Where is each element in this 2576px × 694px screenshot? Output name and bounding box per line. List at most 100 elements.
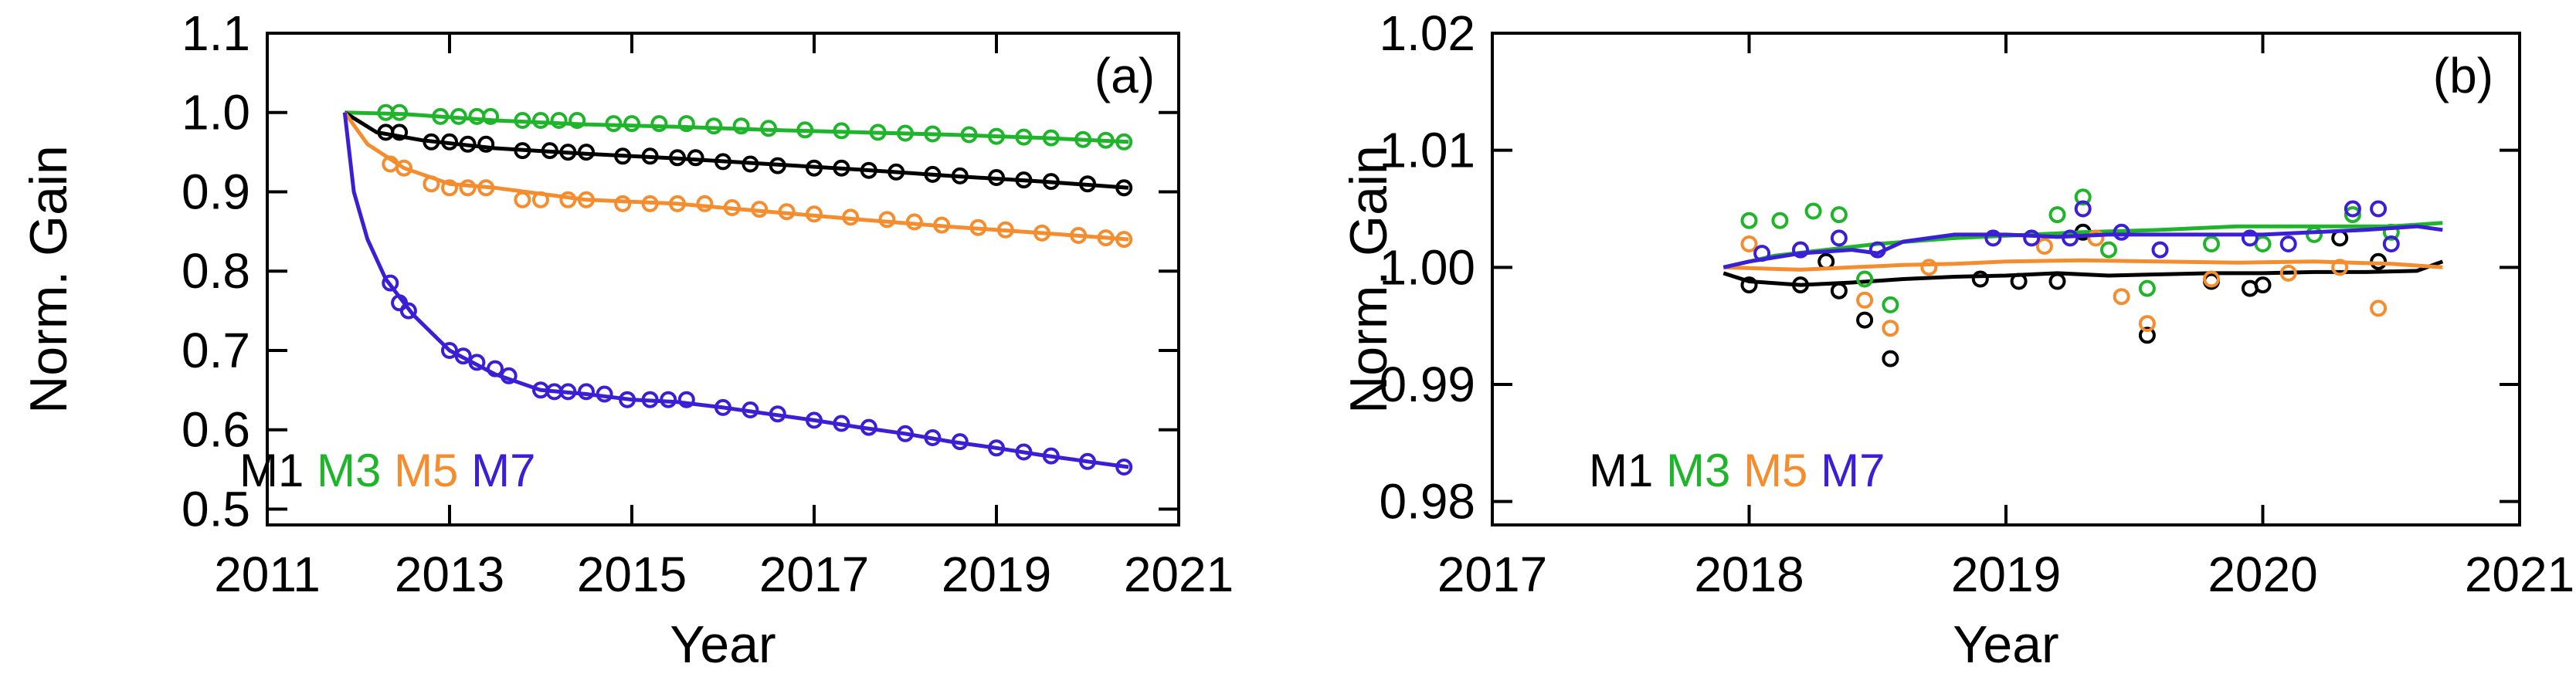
panel-a-series-m5-point xyxy=(559,191,577,208)
panel-b-series-m7-point xyxy=(1753,245,1771,262)
panel-a-series-m7-point xyxy=(833,415,850,432)
panel-b-series-m5-point xyxy=(1856,291,1874,309)
panel-a-series-m3-point xyxy=(677,115,695,133)
panel-a-y-tick-label: 1.0 xyxy=(182,85,250,140)
panel-a-series-m7-point xyxy=(468,354,486,371)
panel-a-series-m3-point xyxy=(1097,131,1115,149)
panel-a-series-m7-point xyxy=(559,383,577,401)
panel-a-series-m3-point xyxy=(391,103,409,121)
panel-b-x-tick-label: 2020 xyxy=(2208,547,2317,602)
panel-b-series-m3-point xyxy=(2203,235,2220,252)
panel-a-series-m5-point xyxy=(669,195,686,212)
panel-a-series-m5-point xyxy=(905,213,923,231)
panel-a-series-m5-point xyxy=(1033,224,1050,242)
panel-b-series-m7-point xyxy=(2074,200,2092,218)
panel-a-series-m7-point xyxy=(1079,452,1096,470)
panel-a-series-m5-point xyxy=(878,211,896,229)
panel-a-series-m5-point xyxy=(514,191,531,208)
panel-b-series-m5-point xyxy=(2279,264,2297,282)
panel-a-series-m1-point xyxy=(423,133,440,151)
panel-a-series-m7-point xyxy=(1015,443,1033,461)
panel-a-series-m3-point xyxy=(450,107,467,125)
panel-a-y-tick-label: 0.6 xyxy=(182,402,250,458)
panel-a-series-m1-point xyxy=(614,147,632,165)
panel-b-series-m3-point xyxy=(1771,212,1789,229)
panel-b-series-m7-point xyxy=(1984,229,2002,247)
panel-b-series-m1-point xyxy=(1792,276,1809,294)
panel-b-y-tick-label: 0.99 xyxy=(1379,357,1475,412)
panel-a-y-tick-label: 0.9 xyxy=(182,164,250,219)
panel-a-series-m7-point xyxy=(677,391,695,408)
panel-a-series-m1-point xyxy=(833,159,850,177)
panel-a-series-m3-point xyxy=(514,112,531,129)
panel-b-series-m5-point xyxy=(2113,288,2130,306)
panel-a-series-m7-point xyxy=(441,342,458,359)
panel-a-series-m5-point xyxy=(1097,229,1115,247)
panel-a-series-m5-point xyxy=(1070,227,1088,244)
panel-a-y-tick-label: 0.8 xyxy=(182,243,250,299)
panel-a-series-m5-point xyxy=(532,191,549,208)
panel-a-series-m3-point xyxy=(568,112,586,129)
panel-a-series-m1-point xyxy=(559,144,577,161)
panel-a-series-m1-point xyxy=(742,155,759,173)
panel-a-series-m1-point xyxy=(514,142,531,160)
panel-a-series-m7-point xyxy=(897,425,914,442)
panel-a-series-m7-point xyxy=(619,391,636,408)
panel-b-series-m3-point xyxy=(2382,223,2400,241)
panel-a-series-m1-point xyxy=(687,149,704,167)
panel-b-series-m1-point xyxy=(1856,311,1874,329)
panel-a-series-m5-point xyxy=(641,195,659,212)
panel-b-series-m3-point xyxy=(2344,206,2361,224)
panel-a-series-m3-point xyxy=(550,112,568,129)
panel-a-y-tick-label: 0.7 xyxy=(182,323,250,378)
panel-b-series-m7-point xyxy=(2113,223,2130,241)
panel-a-series-m5-point xyxy=(423,175,440,193)
panel-a-series-m5-point xyxy=(842,208,860,226)
panel-a-series-m7-point xyxy=(988,439,1005,457)
panel-a-series-m5-point xyxy=(477,179,495,197)
panel-b-series-m7-point xyxy=(2241,229,2259,247)
panel-a-series-m3-point xyxy=(532,112,549,129)
panel-b-series-m7-point xyxy=(2151,241,2169,259)
panel-a-x-tick-label: 2019 xyxy=(942,547,1051,602)
panel-a-series-m5-point xyxy=(614,195,632,212)
panel-b-legend-m5: M5 xyxy=(1743,445,1807,496)
panel-a-series-m7-point xyxy=(641,391,659,408)
panel-b-series-m5-point xyxy=(2370,300,2388,317)
panel-a-series-m3-point xyxy=(732,117,750,135)
panel-b-series-m3-point xyxy=(1856,270,1874,288)
panel-a-series-m3-line xyxy=(344,110,1129,144)
panel-a-series-m1-point xyxy=(1079,175,1096,193)
panel-b-series-m7-point xyxy=(2370,200,2388,218)
panel-a-series-m7-point xyxy=(860,418,877,436)
panel-b-series-m5-point xyxy=(2035,238,2053,255)
panel-b-series-m1-point xyxy=(2254,276,2272,294)
panel-a-y-tick-label: 1.1 xyxy=(182,5,250,61)
panel-b: 2017 2018 2019 2020 2021 0.98 0.99 1.00 1.01 1.02… xyxy=(1339,5,2574,674)
panel-a-series-m1-point xyxy=(888,163,905,181)
panel-a-series-m7-point xyxy=(487,360,504,377)
panel-a-legend: M1 M3 M5 M7 xyxy=(239,445,535,496)
panel-b-series-m7-line xyxy=(1722,224,2443,269)
panel-a-y-axis-title: Norm. Gain xyxy=(19,145,78,414)
panel-a-series-m5-point xyxy=(969,218,987,236)
panel-a-series-m7-point xyxy=(454,347,472,365)
panel-b-series-m5-point xyxy=(1740,235,1758,252)
panel-a-series-m7-point xyxy=(660,391,677,408)
panel-a-series-m1-point xyxy=(714,153,731,171)
panel-a-series-m5-point xyxy=(723,199,741,216)
panel-a-series-m1-point xyxy=(477,135,495,153)
panel-b-series-m7-point xyxy=(2279,235,2297,252)
panel-b-series-m5-point xyxy=(2087,229,2105,247)
panel-a-series-m3-point xyxy=(605,115,623,133)
panel-b-series-m3-point xyxy=(2138,279,2156,297)
panel-b-series-m5-point xyxy=(2331,259,2349,276)
panel-b-series-m3-point xyxy=(2074,188,2092,206)
panel-b-series-m1-point xyxy=(2048,273,2066,290)
panel-b-series-m1-point xyxy=(1882,350,1899,367)
panel-b-series-m7-point xyxy=(1868,241,1886,259)
panel-a-series-m7-point xyxy=(951,433,969,451)
panel-b-series-m1-line xyxy=(1722,259,2444,287)
panel-a-series-m5-point xyxy=(806,205,823,223)
panel-b-series-m7-point xyxy=(2344,200,2361,218)
